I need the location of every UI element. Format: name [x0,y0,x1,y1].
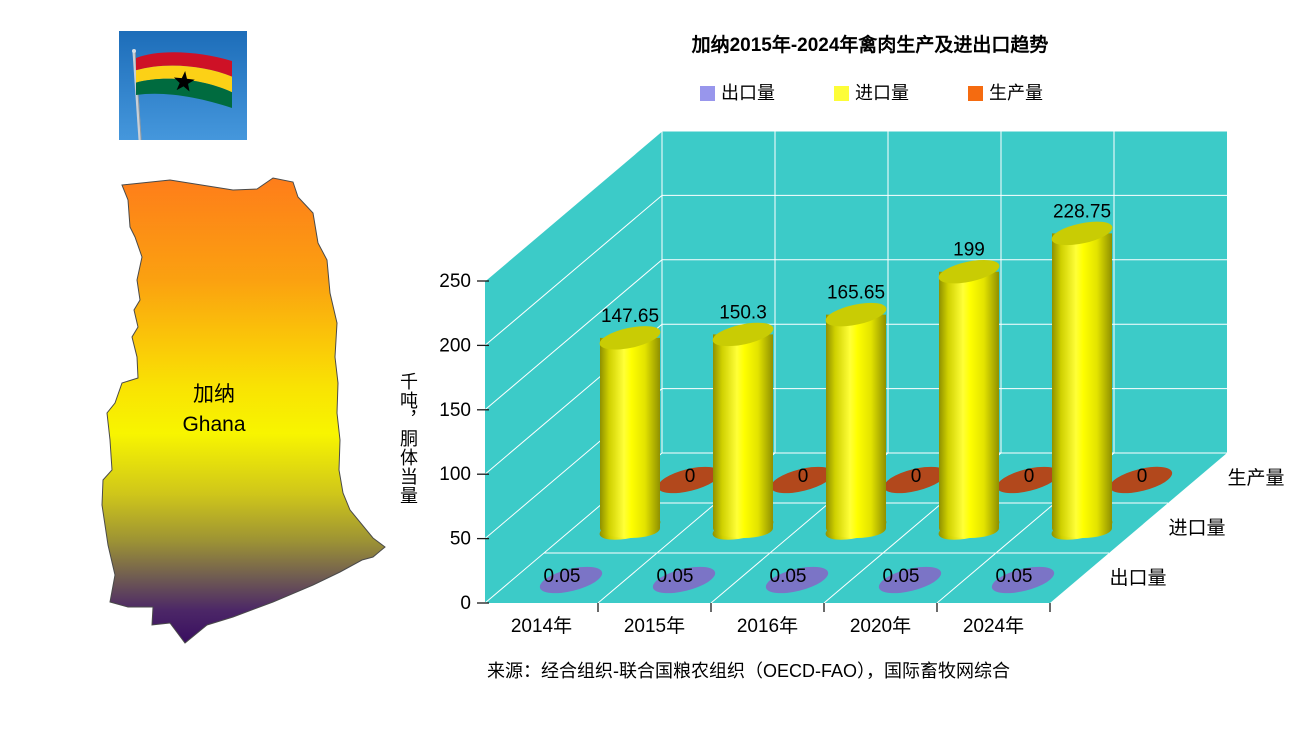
x-category-label-2016年: 2016年 [737,615,798,637]
legend-swatch-进口量 [834,85,849,101]
marker-出口量-2014年 [539,566,603,594]
y-tick-label-150: 150 [439,400,471,421]
bar-进口量-2024年 [1052,233,1112,538]
legend-label-生产量: 生产量 [989,83,1043,103]
y-tick-label-200: 200 [439,335,471,356]
gridline-leftwall-150 [484,259,663,411]
legend-item-出口量: 出口量 [700,84,775,102]
data-label-生产量-2015年: 0 [798,466,809,487]
marker-生产量-2024年 [1109,466,1173,494]
flag-pole-finial [132,49,136,53]
marker-生产量-2020年 [996,466,1060,494]
marker-出口量-2024年 [991,566,1055,594]
marker-出口量-2016年 [765,566,829,594]
flag-stripe-green [136,78,232,108]
chart-3d-plot: 0 50 100 150 200 250 2014年 2015年 2016年 2020年 2024年… [439,130,1285,637]
y-tick-label-50: 50 [450,529,471,550]
bar-进口量-2020年-top [938,259,1000,284]
flag-star-icon [173,71,195,92]
source-note: 来源：经合组织-联合国粮农组织（OECD-FAO），国际畜牧网综合 [487,661,1010,681]
data-label-出口量-2014年: 0.05 [544,566,581,587]
ghana-flag-image [119,31,247,140]
chart-title: 加纳2015年-2024年禽肉生产及进出口趋势 [691,35,1049,56]
y-axis-title: 千吨，胴体当量 [398,372,418,505]
marker-出口量-2020年 [878,566,942,594]
data-label-进口量-2015年: 150.3 [719,302,767,323]
data-label-进口量-2020年: 199 [953,240,985,261]
bar-进口量-2014年 [600,337,660,538]
data-label-出口量-2020年: 0.05 [883,566,920,587]
data-label-出口量-2015年: 0.05 [657,566,694,587]
depth-series-label-出口量: 出口量 [1110,567,1167,589]
depth-series-label-生产量: 生产量 [1228,467,1285,489]
ghana-map-shape [101,177,386,644]
x-category-label-2015年: 2015年 [624,615,685,637]
x-category-label-2014年: 2014年 [511,615,572,637]
legend-swatch-出口量 [700,85,715,101]
marker-生产量-2014年 [657,466,721,494]
legend: 出口量 进口量 生产量 [700,84,1043,102]
bar-进口量-2015年 [713,334,773,538]
data-label-进口量-2014年: 147.65 [601,306,659,327]
x-category-label-2024年: 2024年 [963,615,1024,637]
gridline-leftwall-200 [484,195,663,346]
x-category-label-2020年: 2020年 [850,615,911,637]
data-label-出口量-2024年: 0.05 [996,566,1033,587]
data-label-进口量-2016年: 165.65 [827,283,885,304]
flag-pole [132,51,142,140]
map-label-en: Ghana [182,413,245,436]
legend-label-出口量: 出口量 [721,83,775,103]
legend-item-进口量: 进口量 [834,84,909,102]
data-label-生产量-2020年: 0 [1024,466,1035,487]
gridline-leftwall-250 [484,130,663,282]
y-tick-label-0: 0 [460,593,471,614]
data-label-生产量-2014年: 0 [685,466,696,487]
y-tick-label-250: 250 [439,271,471,292]
data-label-生产量-2016年: 0 [911,466,922,487]
legend-label-进口量: 进口量 [855,83,909,103]
depth-series-label-进口量: 进口量 [1169,517,1226,539]
data-label-进口量-2024年: 228.75 [1053,201,1111,222]
bar-进口量-2016年 [826,314,886,538]
bar-进口量-2014年-top [599,326,661,350]
marker-出口量-2015年 [652,566,716,594]
bar-进口量-2024年-top [1051,221,1113,246]
bar-进口量-2015年-top [712,322,774,347]
legend-swatch-生产量 [968,85,983,101]
data-label-生产量-2024年: 0 [1137,466,1148,487]
bar-进口量-2020年 [939,271,999,538]
ghana-map: 加纳 Ghana [101,177,386,644]
bar-进口量-2016年-top [825,302,887,327]
marker-生产量-2016年 [883,466,947,494]
marker-生产量-2015年 [770,466,834,494]
flag-stripe-red [136,52,232,77]
legend-item-生产量: 生产量 [968,84,1043,102]
map-label-zh: 加纳 [193,383,235,406]
data-label-出口量-2016年: 0.05 [770,566,807,587]
y-tick-label-100: 100 [439,464,471,485]
